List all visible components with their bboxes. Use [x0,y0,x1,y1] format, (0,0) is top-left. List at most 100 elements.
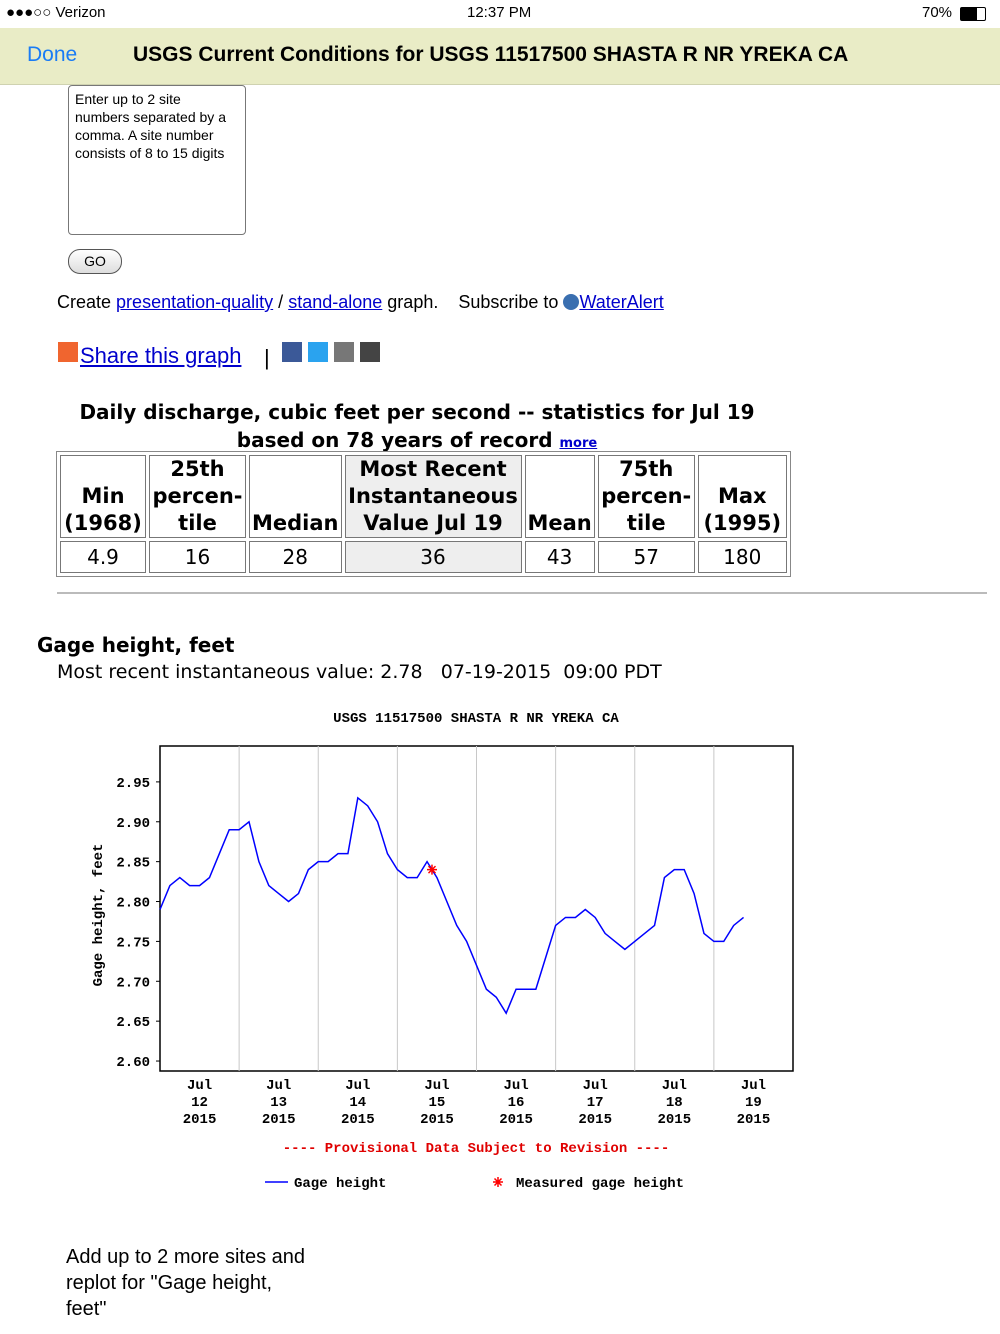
share-link[interactable]: Share this graph [80,343,242,368]
x-tick-label-box: Jul 12 2015 [182,1078,217,1128]
header-line: (1995) [703,511,782,535]
y-axis-label: Gage height, feet [91,844,107,987]
y-tick-label: 2.60 [116,1055,150,1071]
text: graph. [387,292,439,312]
header-row: Min (1968) 25th percen-tile Median Most Recen… [60,455,787,538]
email-icon[interactable] [334,342,354,362]
battery-icon [960,7,986,21]
x-tick-label-box: Jul 18 2015 [657,1078,692,1128]
share-icon [58,342,78,362]
header-line: Most Recent [359,457,507,481]
header-line: Mean [527,511,592,535]
value-cell: 36 [344,541,522,573]
legend-marker [493,1177,503,1187]
x-tick-label: Jul 19 2015 [736,1078,771,1128]
twitter-icon[interactable] [308,342,328,362]
header-line: (1968) [64,511,142,535]
value-cell: 57 [597,541,695,573]
header-line: Min [81,484,125,508]
chart: USGS 11517500 SHASTA R NR YREKA CA Gage … [91,711,794,1192]
measured-point [426,864,437,875]
value-row: 4.9 16 28 36 43 57 180 [60,541,787,573]
value-cell: 180 [697,541,787,573]
time: 09:00 PDT [563,661,662,683]
recent-value: Most recent instantaneous value: 2.78 07… [57,661,662,683]
value-cell: 4.9 [60,541,146,573]
divider [57,592,987,594]
header-line: tile [178,511,217,535]
x-tick-label-box: Jul 13 2015 [261,1078,296,1128]
help-icon [563,294,580,310]
site-input[interactable]: Enter up to 2 site numbers separated by … [68,85,246,235]
text: / [278,292,284,312]
x-tick-label: Jul 14 2015 [341,1078,375,1128]
link[interactable]: WaterAlert [579,292,664,312]
clock: 12:37 PM [467,4,532,21]
header-cell: 25th percen-tile [149,455,246,538]
header-line: Max [717,484,767,508]
x-tick-label-box: Jul 15 2015 [420,1078,454,1128]
more-link[interactable]: more [559,436,598,451]
header-cell: Min (1968) [60,455,146,538]
status-bar: ●●●○○ Verizon 12:37 PM 70% [0,0,1000,28]
header-line: Median [252,511,339,535]
y-tick-label: 2.70 [116,975,150,991]
value-cell: 16 [149,541,246,573]
caption-line: based on 78 years of record more [57,426,777,458]
text: Most recent instantaneous value: [57,661,375,683]
graph-links: Create presentation-quality / stand-alon… [57,292,664,313]
table-caption: Daily discharge, cubic feet per second -… [57,398,777,458]
date: 07-19-2015 [440,661,552,683]
header-line: Instantaneous [348,484,518,508]
y-tick-label: 2.75 [116,935,150,951]
text: Subscribe to [458,292,559,312]
legend-label: Gage height [294,1176,386,1192]
header-cell: Mean [524,455,595,538]
go-button[interactable]: GO [68,249,122,274]
gage-heading: Gage height, feet [37,633,235,657]
x-tick-label: Jul 18 2015 [657,1078,692,1128]
x-tick-label: Jul 12 2015 [182,1078,217,1128]
text: Create [57,292,112,312]
carrier: ●●●○○ Verizon [6,4,106,21]
x-tick-label: Jul 15 2015 [420,1078,454,1128]
header-cell: 75th percen-tile [597,455,695,538]
y-tick-label: 2.85 [116,856,150,872]
y-tick-label: 2.95 [116,776,150,792]
provisional-note: ---- Provisional Data Subject to Revisio… [283,1141,669,1157]
value-cell: 43 [524,541,595,573]
x-tick-label: Jul 13 2015 [261,1078,296,1128]
caption-line: Daily discharge, cubic feet per second -… [79,400,755,424]
value-cell: 28 [249,541,342,573]
separator: | [264,345,270,370]
header-line: Value Jul 19 [363,511,503,535]
y-tick-label: 2.90 [116,816,150,832]
y-tick-label: 2.80 [116,896,150,912]
x-tick-label-box: Jul 19 2015 [736,1078,771,1128]
header-line: percen- [152,484,243,508]
x-tick-label-box: Jul 14 2015 [341,1078,375,1128]
header-cell: Most Recent Instantaneous Value Jul 19 [344,455,522,538]
legend-label: Measured gage height [516,1176,684,1192]
header-line: 75th [619,457,674,481]
x-tick-label-box: Jul 16 2015 [499,1078,533,1128]
nav-title: USGS Current Conditions for USGS 1151750… [133,43,849,66]
gmail-icon[interactable] [360,342,380,362]
header-cell: Median [249,455,342,538]
caption-text: based on 78 years of record [236,428,553,452]
y-tick-label: 2.65 [116,1015,150,1031]
battery-fill [961,8,977,20]
value: 2.78 [380,661,423,683]
link[interactable]: stand-alone [288,292,383,312]
series-line [159,796,745,1015]
header-line: tile [626,511,666,535]
header-cell: Max (1995) [697,455,787,538]
facebook-icon[interactable] [282,342,302,362]
link[interactable]: presentation-quality [116,292,274,312]
footer-text: Add up to 2 more sites and replot for "G… [66,1246,306,1320]
nav-bar: Done USGS Current Conditions for USGS 11… [0,28,1000,85]
done-button[interactable]: Done [27,43,78,66]
battery-level: 70% [922,4,953,21]
chart-title: USGS 11517500 SHASTA R NR YREKA CA [333,711,619,727]
